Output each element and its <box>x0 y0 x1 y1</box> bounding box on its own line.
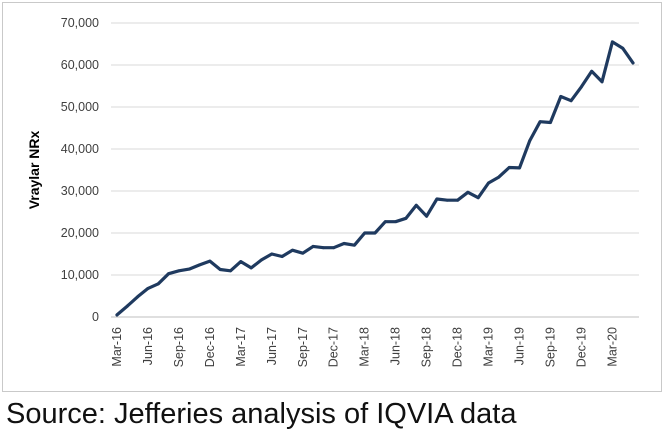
data-point <box>435 197 439 201</box>
data-point <box>363 231 367 235</box>
data-point <box>569 99 573 103</box>
x-tick-label: Mar-18 <box>358 327 372 367</box>
x-tick-label: Mar-20 <box>605 327 619 367</box>
data-point <box>249 266 253 270</box>
data-point <box>115 313 119 317</box>
data-point <box>487 181 490 185</box>
y-axis-ticks: 0 10,000 20,000 30,000 40,000 50,000 60,000 70,… <box>61 16 99 324</box>
data-point <box>280 255 284 258</box>
y-axis-title: Vraylar NRx <box>26 130 42 209</box>
data-point <box>311 245 315 248</box>
data-point <box>208 259 212 263</box>
data-point <box>301 251 305 255</box>
data-point <box>497 175 501 179</box>
y-tick-label: 60,000 <box>61 58 99 72</box>
data-point <box>332 246 336 250</box>
data-point <box>146 287 150 290</box>
y-tick-label: 70,000 <box>61 16 99 30</box>
data-point <box>456 198 459 202</box>
line-chart: 0 10,000 20,000 30,000 40,000 50,000 60,000 70,… <box>26 16 639 367</box>
y-tick-label: 50,000 <box>61 100 99 114</box>
x-tick-label: Dec-19 <box>574 327 588 367</box>
data-point <box>198 263 201 267</box>
data-point <box>476 196 480 200</box>
data-point <box>177 269 181 273</box>
series-layer <box>115 40 635 317</box>
y-tick-label: 30,000 <box>61 184 99 198</box>
data-point <box>610 40 614 44</box>
y-tick-label: 40,000 <box>61 142 99 156</box>
data-point <box>187 267 191 271</box>
data-point <box>528 139 532 143</box>
x-tick-label: Jun-16 <box>141 327 155 365</box>
data-point <box>239 260 243 263</box>
data-point <box>394 220 398 224</box>
series-line <box>115 40 635 317</box>
data-point <box>507 166 511 169</box>
x-tick-label: Sep-18 <box>420 327 434 367</box>
data-point <box>167 272 171 276</box>
data-point <box>342 242 346 245</box>
data-point <box>260 258 263 262</box>
y-tick-label: 20,000 <box>61 226 99 240</box>
x-tick-label: Jun-19 <box>512 327 526 365</box>
data-point <box>425 214 428 218</box>
gridlines <box>111 22 639 276</box>
data-point <box>559 95 563 98</box>
data-point <box>580 85 583 89</box>
data-point <box>518 166 521 170</box>
x-tick-label: Mar-19 <box>482 327 496 367</box>
data-point <box>229 269 232 273</box>
source-caption: Source: Jefferies analysis of IQVIA data <box>6 398 517 430</box>
x-tick-label: Sep-19 <box>543 327 557 367</box>
data-point <box>549 121 552 124</box>
data-point <box>404 216 408 220</box>
data-point <box>466 190 470 194</box>
data-point <box>538 120 542 124</box>
data-point <box>383 220 387 224</box>
data-point <box>352 243 356 247</box>
x-tick-label: Jun-17 <box>265 327 279 365</box>
data-point <box>590 69 594 73</box>
data-point <box>373 231 377 235</box>
data-point <box>136 295 140 299</box>
y-tick-label: 10,000 <box>61 268 99 282</box>
x-tick-label: Dec-16 <box>203 327 217 367</box>
chart-area: 0 10,000 20,000 30,000 40,000 50,000 60,000 70,… <box>2 2 662 392</box>
data-point <box>445 198 449 202</box>
data-point <box>125 304 129 308</box>
data-point <box>291 248 294 252</box>
x-tick-label: Dec-18 <box>451 327 465 367</box>
data-point <box>270 252 274 256</box>
data-point <box>600 80 604 84</box>
data-point <box>322 246 325 250</box>
x-tick-label: Sep-17 <box>296 327 310 367</box>
x-tick-label: Mar-16 <box>110 327 124 367</box>
data-point <box>156 282 160 286</box>
y-tick-label: 0 <box>92 310 99 324</box>
x-tick-label: Sep-16 <box>172 327 186 367</box>
data-point <box>414 203 418 207</box>
data-point <box>218 268 222 271</box>
data-point <box>621 46 625 50</box>
x-axis-ticks: Mar-16 Jun-16 Sep-16 Dec-16 Mar-17 Jun-17 Sep-… <box>110 327 619 367</box>
x-tick-label: Mar-17 <box>234 327 248 367</box>
data-point <box>631 61 635 65</box>
x-tick-label: Dec-17 <box>327 327 341 367</box>
x-tick-label: Jun-18 <box>389 327 403 365</box>
